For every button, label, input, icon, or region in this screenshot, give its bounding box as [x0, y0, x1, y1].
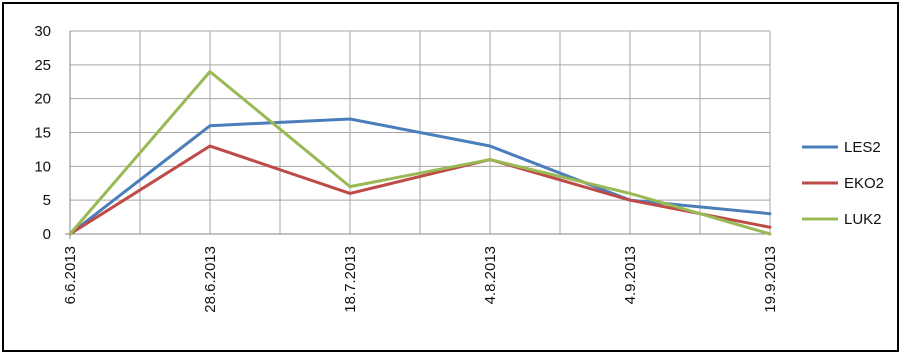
- data-point: [69, 233, 72, 236]
- data-point: [629, 192, 632, 195]
- y-tick-label: 15: [34, 125, 51, 142]
- legend-label: LUK2: [844, 211, 882, 228]
- y-tick-label: 20: [34, 91, 51, 108]
- x-tick-label: 6.6.2013: [62, 246, 79, 304]
- axes: [65, 31, 770, 239]
- y-axis-tick-labels: 0 5 10 15 20 25 30: [34, 23, 51, 243]
- x-tick-label: 19.9.2013: [762, 246, 779, 313]
- data-point: [349, 117, 352, 120]
- data-point: [769, 226, 772, 229]
- y-tick-label: 10: [34, 158, 51, 175]
- x-tick-label: 18.7.2013: [342, 246, 359, 313]
- series-line-eko2: [68, 144, 772, 236]
- chart-frame: [2, 2, 899, 352]
- data-point: [349, 185, 352, 188]
- legend: LES2 EKO2 LUK2: [802, 139, 884, 228]
- y-tick-label: 30: [34, 23, 51, 40]
- x-tick-label: 28.6.2013: [202, 246, 219, 313]
- data-point: [489, 145, 492, 148]
- series-lines: [68, 70, 772, 236]
- y-tick-label: 25: [34, 57, 51, 74]
- data-point: [489, 158, 492, 161]
- x-tick-label: 4.8.2013: [482, 246, 499, 304]
- data-point: [209, 124, 212, 127]
- y-tick-label: 0: [43, 226, 51, 243]
- data-point: [349, 192, 352, 195]
- data-point: [769, 233, 772, 236]
- data-point: [209, 145, 212, 148]
- data-point: [769, 212, 772, 215]
- data-point: [209, 70, 212, 73]
- y-tick-label: 5: [43, 192, 51, 209]
- legend-label: LES2: [844, 139, 881, 156]
- data-point: [629, 199, 632, 202]
- x-axis-tick-labels: 6.6.2013 28.6.2013 18.7.2013 4.8.2013 4.9.20…: [62, 246, 779, 313]
- series-line-luk2: [68, 70, 772, 236]
- series-line-les2: [68, 117, 772, 236]
- legend-label: EKO2: [844, 175, 884, 192]
- x-tick-label: 4.9.2013: [622, 246, 639, 304]
